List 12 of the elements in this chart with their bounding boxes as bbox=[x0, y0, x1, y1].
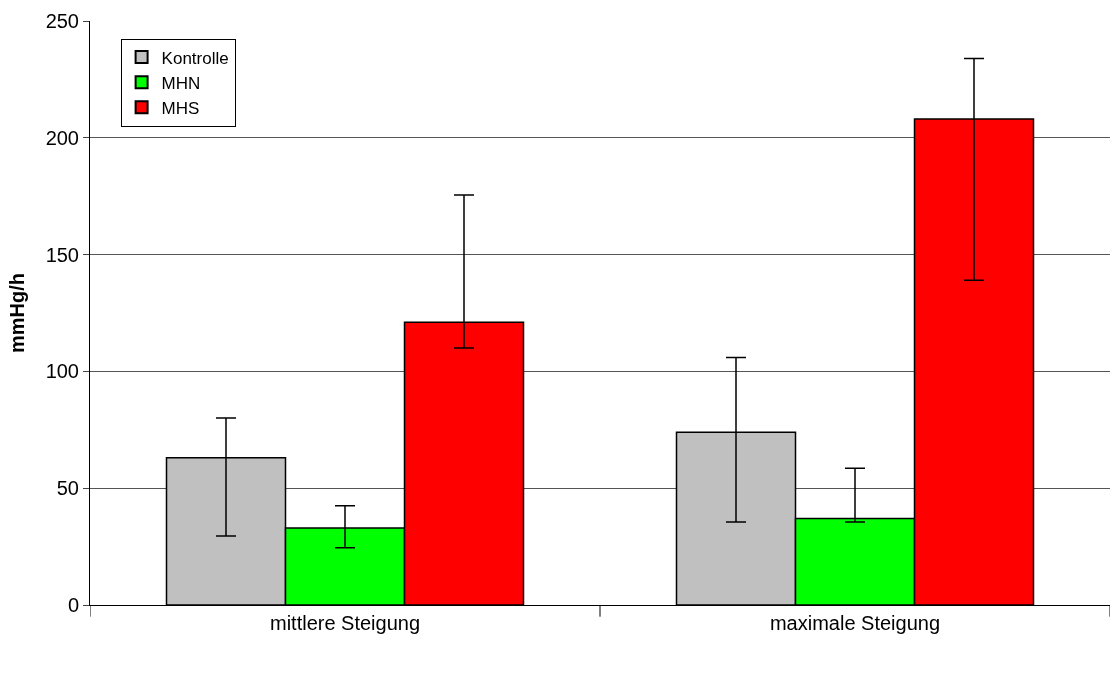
x-tick-label: maximale Steigung bbox=[769, 612, 941, 634]
y-tick-label: 50 bbox=[56, 477, 79, 500]
y-axis-title: mmHg/h bbox=[6, 273, 29, 353]
y-tick-label: 100 bbox=[45, 360, 79, 383]
y-tick-label: 150 bbox=[45, 243, 79, 266]
legend-label: Kontrolle bbox=[161, 48, 229, 68]
y-tick-label: 200 bbox=[45, 126, 79, 149]
x-tick-label: mittlere Steigung bbox=[269, 612, 421, 634]
y-tick-label: 250 bbox=[45, 10, 79, 32]
y-tick-label: 0 bbox=[67, 594, 79, 616]
legend-label: MHN bbox=[161, 73, 201, 93]
legend-label: MHS bbox=[161, 98, 200, 118]
